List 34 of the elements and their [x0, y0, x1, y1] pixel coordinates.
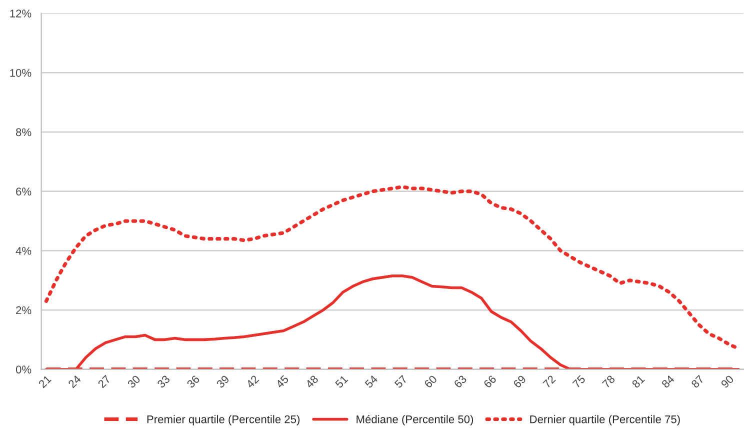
x-tick-label: 21	[38, 374, 52, 388]
y-tick-label: 0%	[16, 366, 32, 374]
x-tick-label: 39	[216, 374, 230, 388]
y-tick-label: 12%	[10, 10, 32, 18]
y-tick-label: 2%	[16, 306, 32, 314]
x-tick-label: 75	[572, 374, 586, 388]
x-tick-label: 45	[275, 374, 290, 389]
x-tick-label: 84	[661, 374, 675, 388]
y-tick-label: 6%	[16, 188, 32, 196]
x-tick-label: 30	[127, 374, 141, 388]
legend-label: Médiane (Percentile 50)	[356, 414, 474, 426]
x-tick-label: 48	[304, 374, 319, 389]
y-tick-label: 10%	[10, 68, 32, 77]
x-tick-label: 78	[602, 374, 616, 388]
x-tick-label: 24	[68, 374, 82, 388]
x-tick-label: 63	[453, 374, 468, 388]
legend-label: Premier quartile (Percentile 25)	[147, 415, 300, 426]
x-tick-label: 90	[720, 374, 734, 388]
x-tick-label: 27	[97, 374, 111, 388]
x-tick-label: 42	[246, 374, 260, 388]
x-tick-label: 66	[483, 374, 497, 388]
x-tick-label: 72	[542, 374, 556, 388]
x-tick-label: 36	[186, 374, 200, 388]
x-tick-label: 51	[334, 374, 348, 388]
x-tick-label: 87	[690, 374, 704, 388]
x-tick-label: 54	[364, 374, 378, 388]
x-tick-label: 60	[424, 374, 438, 388]
y-tick-label: 8%	[16, 128, 32, 136]
legend-label: Dernier quartile (Percentile 75)	[530, 415, 680, 426]
y-tick-label: 4%	[16, 247, 32, 255]
x-tick-label: 33	[156, 374, 170, 388]
x-tick-label: 69	[512, 374, 526, 388]
x-tick-label: 81	[631, 374, 646, 388]
x-tick-label: 57	[394, 374, 408, 388]
